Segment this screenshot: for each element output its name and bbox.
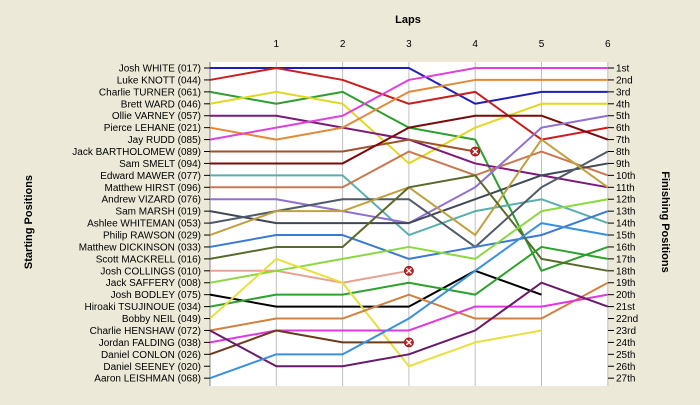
driver-line (209, 281, 609, 368)
finishing-position-label: 4th (616, 99, 630, 110)
driver-line (210, 174, 609, 237)
retired-x-icon (403, 265, 414, 276)
retirement-marks (403, 146, 481, 348)
lap-tick-label: 4 (472, 39, 478, 50)
starting-position-label: Charlie TURNER (061) (99, 87, 201, 98)
finishing-position-label: 8th (616, 147, 630, 158)
finishing-position-label: 21st (616, 302, 635, 313)
lap-tick-label: 2 (340, 39, 346, 50)
starting-position-label: Andrew VIZARD (076) (102, 195, 201, 206)
driver-line (209, 67, 608, 141)
finishing-position-label: 16th (616, 242, 635, 253)
driver-line (209, 90, 608, 165)
finishing-position-label: 24th (616, 338, 635, 349)
driver-line (209, 198, 608, 284)
starting-position-label: Matthew HIRST (096) (104, 183, 201, 194)
driver-line (209, 245, 608, 308)
chart-title: Laps (395, 14, 421, 26)
starting-position-label: Edward MAWER (077) (100, 171, 201, 182)
finishing-position-label: 12th (616, 195, 635, 206)
finishing-position-label: 1st (616, 64, 630, 75)
finishing-position-label: 15th (616, 231, 635, 242)
starting-position-labels: Josh WHITE (017)Luke KNOTT (044)Charlie … (72, 64, 210, 385)
finishing-position-label: 5th (616, 111, 630, 122)
driver-line (209, 174, 608, 272)
finishing-position-label: 7th (616, 135, 630, 146)
finishing-position-label: 6th (616, 123, 630, 134)
retired-x-icon (470, 146, 481, 157)
driver-line (210, 269, 410, 284)
driver-line (209, 210, 609, 260)
finishing-position-label: 25th (616, 350, 635, 361)
driver-line (209, 257, 542, 368)
starting-position-label: Ashlee WHITEMAN (053) (87, 219, 201, 230)
finishing-position-label: 23rd (616, 326, 636, 337)
starting-position-label: Charlie HENSHAW (072) (90, 326, 201, 337)
lap-tick-label: 1 (274, 39, 280, 50)
driver-lines (209, 67, 609, 380)
starting-position-label: Brett WARD (046) (121, 99, 201, 110)
driver-line (209, 222, 608, 380)
starting-position-label: Josh COLLINGS (010) (100, 266, 201, 277)
driver-line (210, 150, 609, 189)
starting-position-label: Jack SAFFERY (008) (106, 278, 201, 289)
lap-tick-label: 5 (539, 39, 545, 50)
starting-position-label: Scott MACKRELL (016) (96, 254, 201, 265)
finishing-position-label: 20th (616, 290, 635, 301)
starting-position-label: Philip RAWSON (029) (103, 231, 201, 242)
starting-position-label: Josh WHITE (017) (119, 64, 201, 75)
starting-position-label: Josh BODLEY (075) (111, 290, 201, 301)
finishing-position-label: 18th (616, 266, 635, 277)
finishing-position-label: 9th (616, 159, 630, 170)
starting-position-label: Aaron LEISHMAN (068) (94, 374, 201, 385)
lap-tick-label: 6 (605, 39, 611, 50)
starting-position-label: Ollie VARNEY (057) (112, 111, 201, 122)
finishing-position-label: 14th (616, 219, 635, 230)
finishing-position-label: 26th (616, 362, 635, 373)
finishing-position-label: 27th (616, 374, 635, 385)
finishing-position-label: 10th (616, 171, 635, 182)
starting-position-label: Daniel SEENEY (020) (103, 362, 201, 373)
starting-position-label: Luke KNOTT (044) (117, 75, 201, 86)
driver-line (209, 281, 609, 332)
finishing-position-label: 2nd (616, 75, 633, 86)
starting-position-label: Matthew DICKINSON (033) (79, 242, 201, 253)
right-axis-title: Finishing Positions (659, 171, 671, 272)
starting-position-label: Daniel CONLON (026) (101, 350, 201, 361)
starting-position-label: Jordan FALDING (038) (99, 338, 201, 349)
driver-line (210, 114, 609, 165)
lap-tick-labels: 1 2 3 4 5 6 (274, 39, 612, 50)
finishing-position-label: 17th (616, 254, 635, 265)
starting-position-label: Jack BARTHOLOMEW (089) (72, 147, 201, 158)
starting-position-label: Jay RUDD (085) (128, 135, 201, 146)
starting-position-label: Hiroaki TSUJINOUE (034) (84, 302, 201, 313)
driver-line (209, 162, 608, 225)
starting-position-label: Sam MARSH (019) (115, 207, 201, 218)
driver-line (209, 329, 409, 356)
starting-position-label: Sam SMELT (094) (119, 159, 201, 170)
finishing-position-label: 11th (616, 183, 635, 194)
starting-position-label: Pierce LEHANE (021) (104, 123, 201, 134)
driver-line (209, 78, 608, 141)
lap-tick-label: 3 (406, 39, 412, 50)
left-axis-title: Starting Positions (23, 175, 35, 269)
finishing-position-label: 22nd (616, 314, 638, 325)
finishing-position-label: 19th (616, 278, 635, 289)
finishing-position-labels: 1st2nd3rd4th5th6th7th8th9th10th11th12th1… (608, 64, 638, 385)
finishing-position-label: 3rd (616, 87, 630, 98)
starting-position-label: Bobby NEIL (049) (122, 314, 201, 325)
finishing-position-label: 13th (616, 207, 635, 218)
driver-line (210, 138, 476, 153)
retired-x-icon (403, 337, 414, 348)
